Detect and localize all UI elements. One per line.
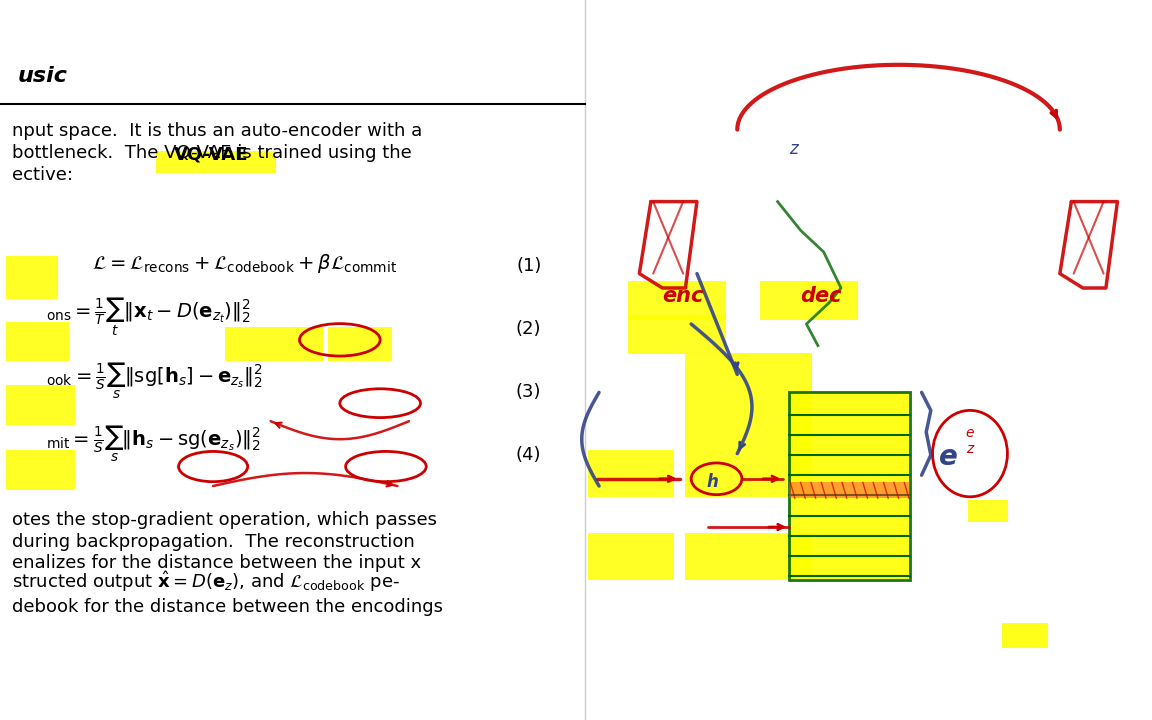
Text: (4): (4) bbox=[516, 446, 541, 464]
Text: otes the stop-gradient operation, which passes: otes the stop-gradient operation, which … bbox=[12, 511, 437, 529]
FancyBboxPatch shape bbox=[6, 256, 58, 299]
Text: bottleneck.  The VQ-VAE is trained using the: bottleneck. The VQ-VAE is trained using … bbox=[12, 144, 411, 162]
Text: $_{\mathrm{mit}} = \frac{1}{S}\sum_s \|\mathbf{h}_s - \mathrm{sg}(\mathbf{e}_{z_: $_{\mathrm{mit}} = \frac{1}{S}\sum_s \|\… bbox=[46, 424, 262, 464]
Text: during backpropagation.  The reconstruction: during backpropagation. The reconstructi… bbox=[12, 533, 415, 551]
Text: e: e bbox=[939, 444, 957, 471]
Text: h: h bbox=[706, 474, 718, 492]
Text: VQ-VAE: VQ-VAE bbox=[174, 145, 248, 163]
FancyBboxPatch shape bbox=[685, 353, 812, 497]
Text: (3): (3) bbox=[516, 383, 541, 401]
FancyBboxPatch shape bbox=[588, 450, 674, 497]
Text: enalizes for the distance between the input x: enalizes for the distance between the in… bbox=[12, 554, 420, 572]
FancyBboxPatch shape bbox=[760, 281, 858, 320]
Text: structed output $\hat{\mathbf{x}} = D(\mathbf{e}_z)$, and $\mathcal{L}_{\mathrm{: structed output $\hat{\mathbf{x}} = D(\m… bbox=[12, 570, 400, 594]
FancyBboxPatch shape bbox=[628, 315, 726, 354]
Text: e
z: e z bbox=[965, 426, 975, 456]
FancyBboxPatch shape bbox=[685, 533, 812, 580]
Text: $\mathcal{L} = \mathcal{L}_{\mathrm{recons}} + \mathcal{L}_{\mathrm{codebook}} +: $\mathcal{L} = \mathcal{L}_{\mathrm{reco… bbox=[92, 252, 397, 275]
FancyBboxPatch shape bbox=[588, 533, 674, 580]
FancyBboxPatch shape bbox=[6, 385, 75, 425]
FancyBboxPatch shape bbox=[968, 500, 1008, 522]
FancyBboxPatch shape bbox=[328, 327, 392, 361]
Text: nput space.  It is thus an auto-encoder with a: nput space. It is thus an auto-encoder w… bbox=[12, 122, 422, 140]
Text: $_{\mathrm{ook}} = \frac{1}{S}\sum_s \|\mathrm{sg}[\mathbf{h}_s] - \mathbf{e}_{z: $_{\mathrm{ook}} = \frac{1}{S}\sum_s \|\… bbox=[46, 361, 263, 401]
FancyBboxPatch shape bbox=[156, 151, 276, 173]
Text: enc: enc bbox=[662, 286, 704, 306]
Text: (1): (1) bbox=[516, 257, 541, 275]
Text: debook for the distance between the encodings: debook for the distance between the enco… bbox=[12, 598, 442, 616]
Text: ective:: ective: bbox=[12, 166, 73, 184]
FancyBboxPatch shape bbox=[789, 392, 910, 580]
FancyBboxPatch shape bbox=[6, 322, 69, 361]
Text: (2): (2) bbox=[516, 320, 541, 338]
Text: dec: dec bbox=[801, 286, 842, 306]
FancyBboxPatch shape bbox=[1002, 623, 1048, 648]
FancyBboxPatch shape bbox=[789, 482, 910, 498]
FancyBboxPatch shape bbox=[6, 450, 75, 490]
FancyBboxPatch shape bbox=[628, 281, 726, 320]
Text: z: z bbox=[789, 140, 798, 158]
FancyBboxPatch shape bbox=[225, 327, 323, 361]
Text: $_{\mathrm{ons}} = \frac{1}{T}\sum_t \|\mathbf{x}_t - D(\mathbf{e}_{z_t})\|_2^2$: $_{\mathrm{ons}} = \frac{1}{T}\sum_t \|\… bbox=[46, 296, 251, 338]
Text: usic: usic bbox=[17, 66, 67, 86]
